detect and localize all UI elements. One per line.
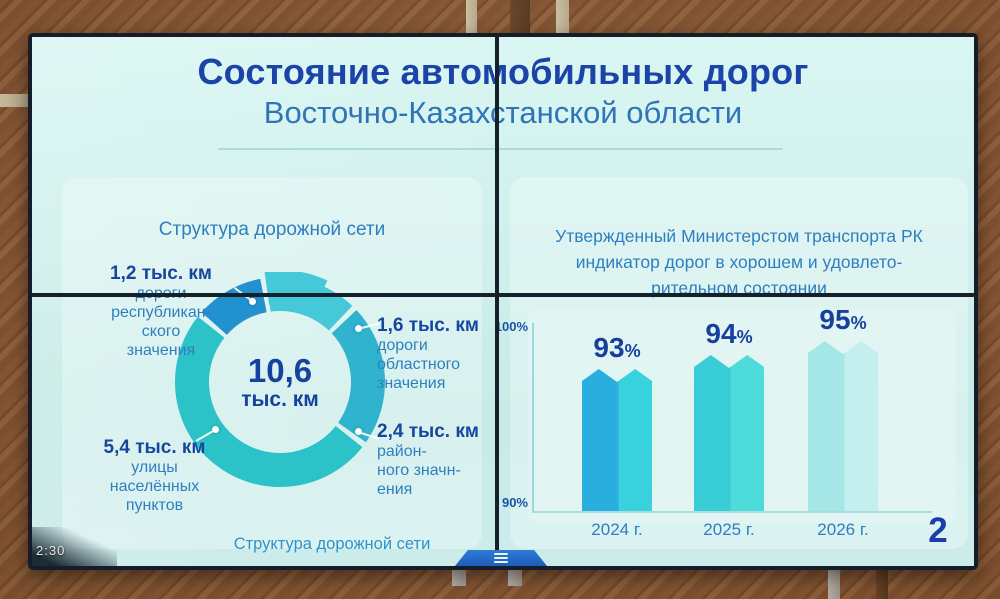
bar-group-2025: 94% [694, 320, 764, 511]
bar-value-label: 95% [819, 306, 866, 334]
segment-desc-line: областного [377, 355, 461, 373]
segment-desc-line: республикан- [111, 303, 211, 321]
left-panel-caption: Структура дорожной сети [233, 535, 431, 553]
donut-svg [168, 270, 392, 494]
corner-shadow [32, 527, 117, 566]
video-wall-screen: Состояние автомобильных дорог Восточно-К… [28, 33, 978, 570]
x-label-2024: 2024 г. [591, 520, 643, 539]
bar-value-label: 94% [705, 320, 752, 348]
bar-value-label: 93% [593, 334, 640, 362]
bar-2025 [694, 355, 764, 511]
segment-value: 1,2 тыс. км [110, 263, 212, 284]
slide-subtitle: Восточно-Казахстанской области [263, 95, 743, 130]
screen-foot-center-right [508, 568, 522, 586]
slide-title: Состояние автомобильных дорог [197, 51, 809, 92]
screen-foot-right [828, 568, 840, 599]
leader-dot-oblast [355, 325, 362, 332]
right-panel-heading: Утвержденный Министерстом транспорта РК … [510, 223, 968, 301]
segment-desc-line: ного значн- [377, 461, 461, 479]
leader-dot-republican [249, 298, 256, 305]
menu-tab-button[interactable] [455, 550, 547, 566]
heading-line: индикатор дорог в хорошем и удовлето- [575, 252, 903, 272]
heading-line: рительном состоянии [651, 278, 827, 298]
heading-line: Утвержденный Министерстом транспорта РК [555, 226, 923, 246]
x-axis [532, 511, 932, 513]
y-tick-90: 90% [501, 495, 528, 510]
bar-2026 [808, 341, 878, 511]
percent-sign: % [736, 327, 753, 347]
bar-2024 [582, 369, 652, 511]
wall-post-top [510, 0, 530, 33]
segment-desc-line: ского [141, 322, 181, 340]
segment-label-republican: 1,2 тыс. км дороги республикан- ского зн… [72, 263, 250, 361]
y-axis [532, 323, 534, 513]
segment-label-district: 2,4 тыс. км район- ного значн- ения [377, 421, 507, 500]
donut-total-value: 10,6 [247, 352, 313, 389]
segment-value: 5,4 тыс. км [103, 437, 206, 458]
hamburger-icon [494, 561, 508, 563]
donut-center-label: 10,6 тыс. км [170, 272, 390, 492]
wall-trim-top-right [556, 0, 569, 33]
x-label-2025: 2025 г. [703, 520, 755, 539]
donut-chart: 10,6 тыс. км [168, 270, 392, 494]
video-timestamp: 2:30 [36, 543, 66, 558]
left-panel-card [62, 177, 482, 549]
video-wall-bezel-vertical [495, 37, 499, 566]
segment-desc-line: значения [377, 374, 446, 392]
segment-desc-line: пунктов [125, 496, 184, 514]
donut-total-unit: тыс. км [241, 388, 319, 411]
segment-value: 2,4 тыс. км [377, 421, 479, 442]
video-wall-bezel-horizontal [32, 293, 974, 297]
presentation-slide: Состояние автомобильных дорог Восточно-К… [32, 37, 974, 566]
bar-group-2024: 93% [582, 334, 652, 511]
left-panel-heading: Структура дорожной сети [158, 219, 386, 240]
y-tick-100: 100% [494, 319, 528, 334]
wall-trim-top-left [466, 0, 477, 33]
segment-value: 1,6 тыс. км [377, 315, 479, 336]
title-divider [218, 148, 783, 150]
leader-dot-district [355, 428, 362, 435]
percent-sign: % [624, 341, 641, 361]
hamburger-icon [494, 553, 508, 555]
segment-label-streets: 5,4 тыс. км улицы населённых пунктов [72, 437, 237, 516]
screen-foot-dark [876, 568, 888, 599]
bar-group-2026: 95% [808, 306, 878, 511]
segment-desc-line: значения [126, 341, 196, 359]
segment-desc-line: населённых [109, 477, 200, 495]
segment-desc-line: дороги [377, 337, 428, 355]
page-number: 2 [928, 511, 948, 550]
percent-sign: % [850, 313, 867, 333]
wall-trim-left [0, 94, 28, 107]
hamburger-icon [494, 557, 508, 559]
x-label-2026: 2026 г. [817, 520, 869, 539]
segment-label-oblast: 1,6 тыс. км дороги областного значения [377, 315, 507, 394]
segment-desc-line: ения [377, 480, 413, 498]
leader-dot-streets [212, 426, 219, 433]
screen-foot-center-left [452, 568, 466, 586]
bar-value: 94 [705, 318, 737, 349]
segment-desc-line: район- [377, 443, 427, 461]
bar-value: 93 [593, 332, 625, 363]
segment-desc-line: улицы [131, 459, 178, 477]
bar-value: 95 [819, 304, 851, 335]
